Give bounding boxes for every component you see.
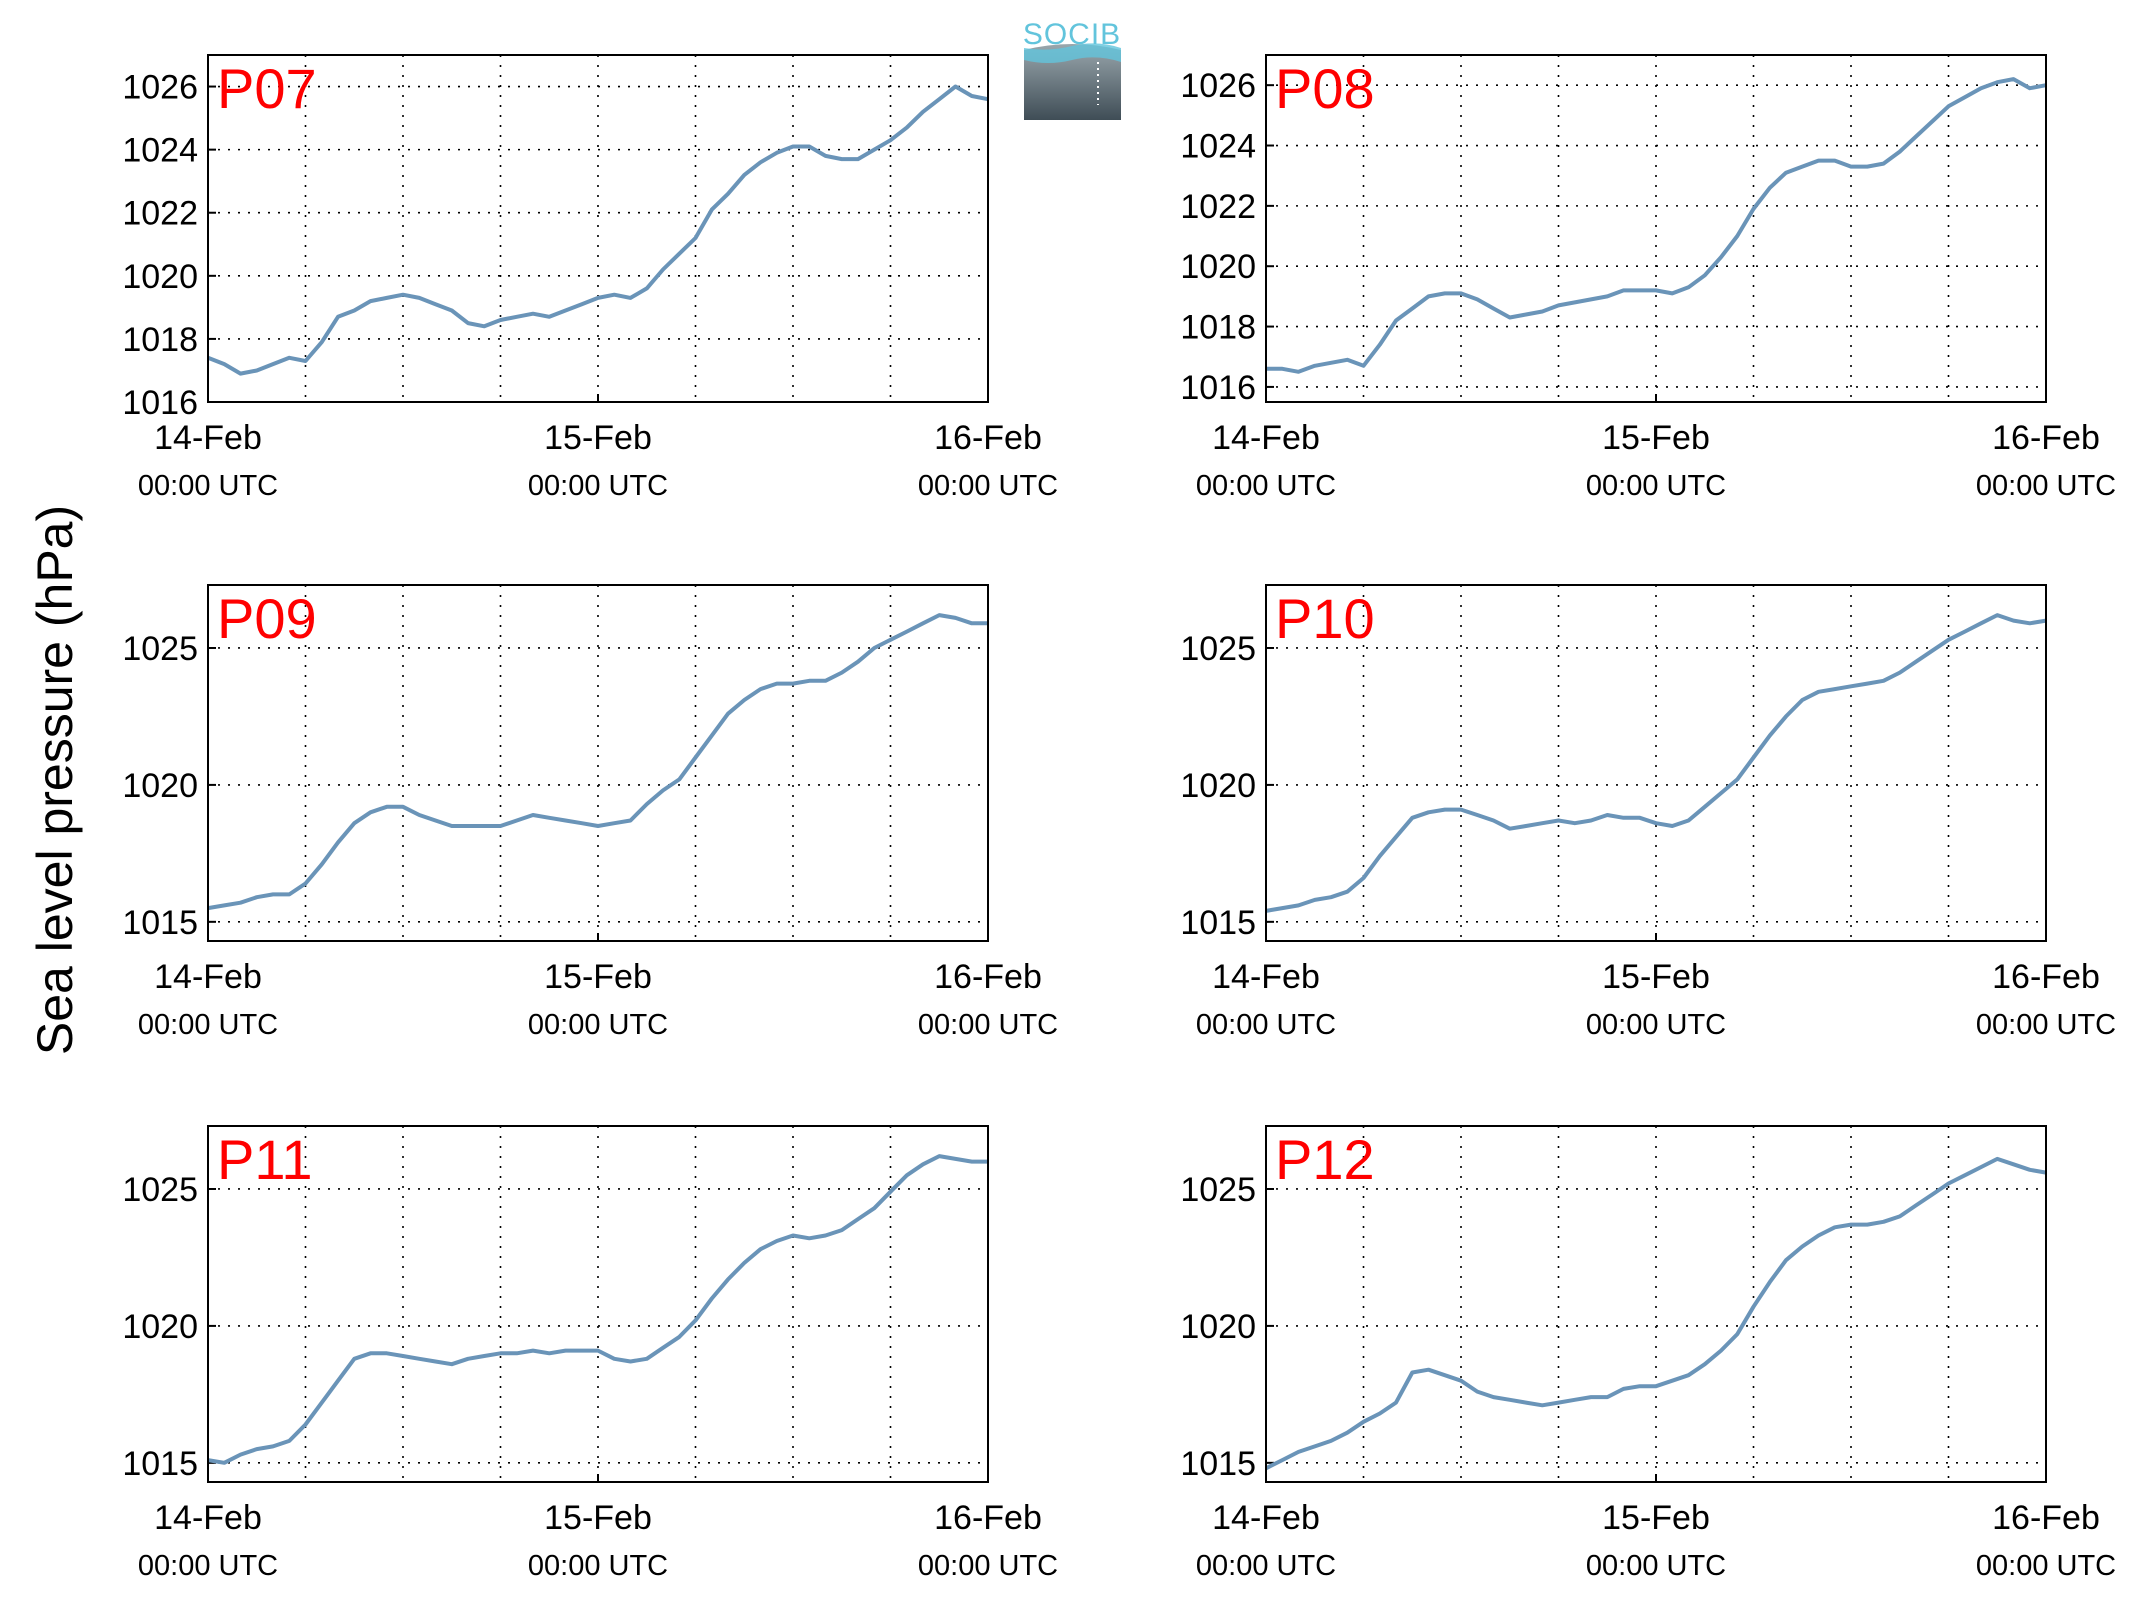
series-line-p07 <box>207 84 989 376</box>
x-tick-time: 00:00 UTC <box>918 1550 1058 1582</box>
y-tick-label: 1015 <box>122 1445 198 1483</box>
x-tick-time: 00:00 UTC <box>918 470 1058 502</box>
panel-p07: 1016 1018 1020 1022 1024 1026 14-Feb 00:00 UTC 1… <box>122 54 1058 502</box>
x-tick-date: 14-Feb <box>154 1499 262 1537</box>
x-tick-time: 00:00 UTC <box>528 1550 668 1582</box>
y-axis-label: Sea level pressure (hPa) <box>27 505 83 1055</box>
y-tick-label: 1020 <box>1180 248 1256 286</box>
station-label: P12 <box>1275 1128 1375 1191</box>
x-tick-date: 14-Feb <box>154 958 262 996</box>
axes-frame <box>1265 1125 2047 1483</box>
y-tick-label: 1025 <box>122 630 198 668</box>
panel-p09: 1015 1020 1025 14-Feb 00:00 UTC 15-Feb 00:00 U… <box>122 584 1058 1041</box>
x-tick-date: 14-Feb <box>154 419 262 457</box>
y-tick-label: 1024 <box>122 132 198 170</box>
x-tick-date: 14-Feb <box>1212 958 1320 996</box>
series-line-p09 <box>207 613 988 911</box>
station-label: P07 <box>217 57 317 120</box>
axes-frame <box>207 54 989 403</box>
y-tick-label: 1022 <box>122 195 198 233</box>
y-tick-label: 1025 <box>1180 630 1256 668</box>
socib-logo: SOCIB <box>1023 18 1121 120</box>
x-tick-time: 00:00 UTC <box>918 1009 1058 1041</box>
x-tick-time: 00:00 UTC <box>528 470 668 502</box>
panel-p11: 1015 1020 1025 14-Feb 00:00 UTC 15-Feb 00:00 U… <box>122 1125 1058 1582</box>
x-tick-time: 00:00 UTC <box>1976 470 2116 502</box>
y-tick-label: 1020 <box>122 1308 198 1346</box>
y-tick-label: 1020 <box>122 258 198 296</box>
x-tick-time: 00:00 UTC <box>1586 1009 1726 1041</box>
x-tick-date: 15-Feb <box>544 1499 652 1537</box>
x-tick-date: 16-Feb <box>934 419 1042 457</box>
x-tick-date: 15-Feb <box>1602 1499 1710 1537</box>
x-tick-date: 15-Feb <box>544 419 652 457</box>
y-tick-label: 1022 <box>1180 188 1256 226</box>
panel-p12: 1015 1020 1025 14-Feb 00:00 UTC 15-Feb 00:00 U… <box>1180 1125 2116 1582</box>
station-label: P08 <box>1275 57 1375 120</box>
series-line-p11 <box>207 1154 988 1465</box>
x-tick-time: 00:00 UTC <box>138 1009 278 1041</box>
station-label: P09 <box>217 587 317 650</box>
series-line-p08 <box>1266 77 2047 374</box>
y-tick-label: 1016 <box>1180 369 1256 407</box>
x-tick-time: 00:00 UTC <box>1196 1550 1336 1582</box>
y-tick-label: 1020 <box>1180 767 1256 805</box>
x-tick-time: 00:00 UTC <box>1196 1009 1336 1041</box>
x-tick-time: 00:00 UTC <box>138 470 278 502</box>
logo-wave <box>1024 44 1121 120</box>
y-tick-label: 1025 <box>1180 1171 1256 1209</box>
x-tick-date: 14-Feb <box>1212 1499 1320 1537</box>
y-tick-label: 1020 <box>1180 1308 1256 1346</box>
series-line-p12 <box>1265 1156 2047 1471</box>
x-tick-date: 16-Feb <box>934 1499 1042 1537</box>
station-label: P11 <box>217 1128 312 1191</box>
x-tick-time: 00:00 UTC <box>1196 470 1336 502</box>
y-tick-label: 1024 <box>1180 128 1256 166</box>
x-tick-date: 16-Feb <box>1992 958 2100 996</box>
x-tick-time: 00:00 UTC <box>1586 470 1726 502</box>
y-tick-label: 1015 <box>1180 1445 1256 1483</box>
x-tick-time: 00:00 UTC <box>528 1009 668 1041</box>
x-tick-date: 15-Feb <box>544 958 652 996</box>
x-tick-time: 00:00 UTC <box>1976 1009 2116 1041</box>
panel-p10: 1015 1020 1025 14-Feb 00:00 UTC 15-Feb 00:00 U… <box>1180 584 2116 1041</box>
logo-wave-top <box>1024 43 1121 63</box>
y-tick-label: 1026 <box>122 69 198 107</box>
series-line-p10 <box>1265 613 2047 913</box>
x-tick-time: 00:00 UTC <box>138 1550 278 1582</box>
axes-frame <box>207 1125 989 1483</box>
x-tick-time: 00:00 UTC <box>1976 1550 2116 1582</box>
y-tick-label: 1016 <box>122 384 198 422</box>
x-tick-date: 16-Feb <box>1992 419 2100 457</box>
x-tick-date: 16-Feb <box>934 958 1042 996</box>
x-tick-date: 14-Feb <box>1212 419 1320 457</box>
axes-frame <box>1265 54 2047 403</box>
y-tick-label: 1018 <box>122 321 198 359</box>
station-label: P10 <box>1275 587 1375 650</box>
y-tick-label: 1018 <box>1180 309 1256 347</box>
y-tick-label: 1020 <box>122 767 198 805</box>
y-tick-label: 1015 <box>122 904 198 942</box>
x-tick-time: 00:00 UTC <box>1586 1550 1726 1582</box>
x-tick-date: 15-Feb <box>1602 419 1710 457</box>
x-tick-date: 15-Feb <box>1602 958 1710 996</box>
panel-p08: 1016 1018 1020 1022 1024 1026 14-Feb 00:00 UTC 1… <box>1180 54 2116 502</box>
axes-frame <box>207 584 989 942</box>
y-tick-label: 1015 <box>1180 904 1256 942</box>
y-tick-label: 1026 <box>1180 67 1256 105</box>
y-tick-label: 1025 <box>122 1171 198 1209</box>
axes-frame <box>1265 584 2047 942</box>
x-tick-date: 16-Feb <box>1992 1499 2100 1537</box>
